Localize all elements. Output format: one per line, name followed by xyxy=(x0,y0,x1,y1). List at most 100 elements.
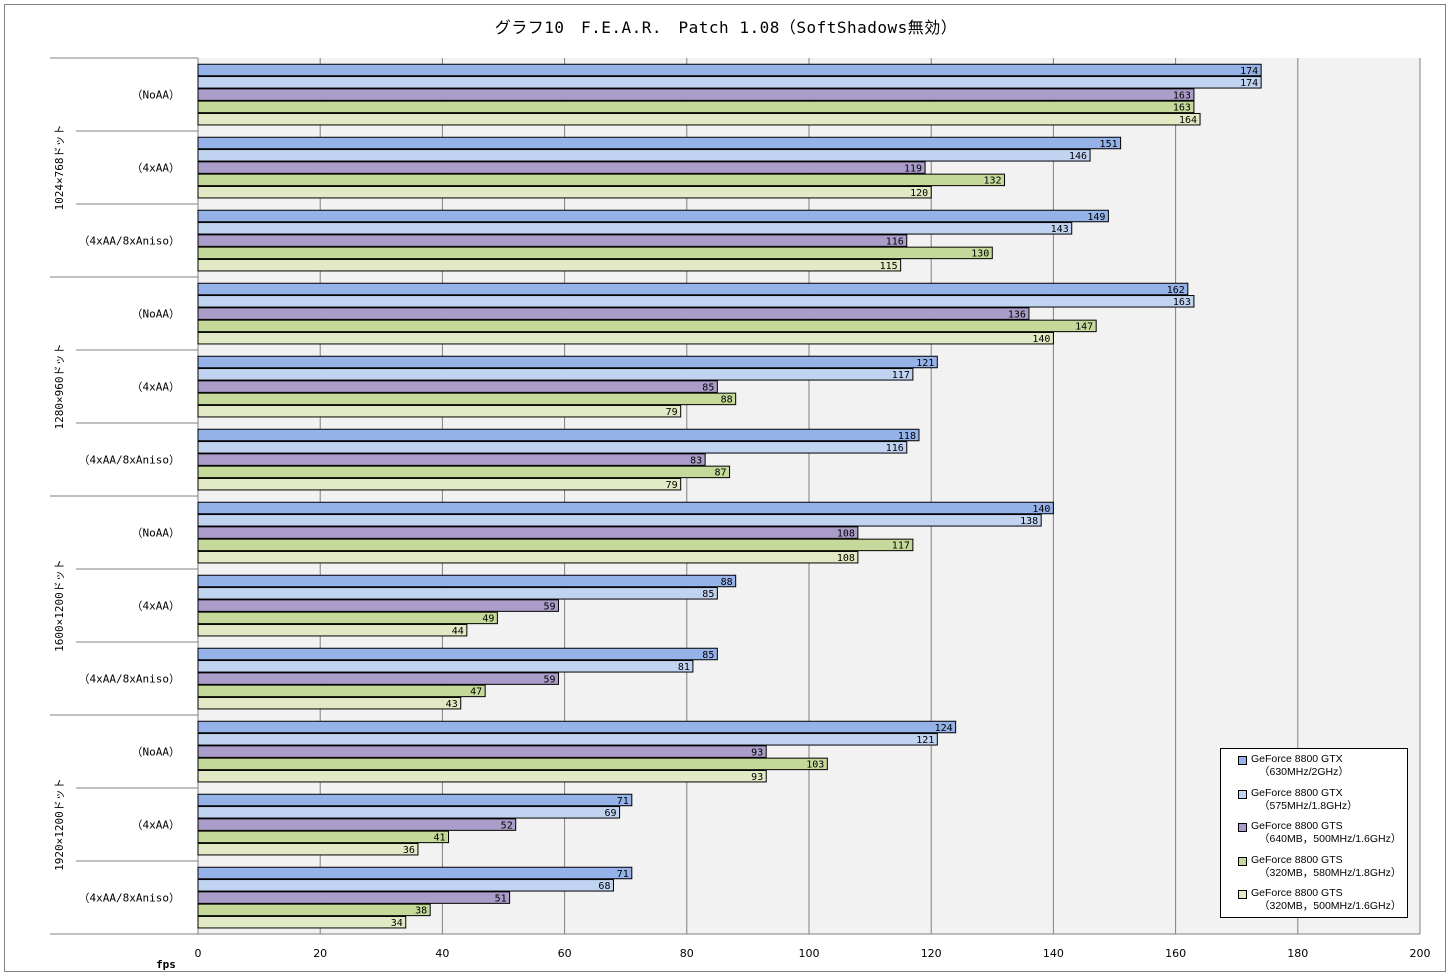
bar-value-label: 93 xyxy=(751,772,763,783)
legend-entry: GeForce 8800 GTS （320MB，500MHz/1.6GHz） xyxy=(1221,887,1407,921)
bar-value-label: 52 xyxy=(501,820,513,831)
bar-value-label: 140 xyxy=(1032,334,1050,345)
bar xyxy=(197,295,1195,308)
bar xyxy=(197,526,859,539)
bar-value-label: 120 xyxy=(910,188,928,199)
legend-series-name: GeForce 8800 GTX xyxy=(1251,786,1343,799)
bar xyxy=(197,282,1189,296)
legend-series-spec: （575MHz/1.8GHz） xyxy=(1259,799,1358,812)
bar-value-label: 85 xyxy=(702,589,714,600)
bar-value-label: 108 xyxy=(837,553,855,564)
bar xyxy=(197,757,828,771)
legend-series-spec: （630MHz/2GHz） xyxy=(1259,766,1349,778)
x-tick-label: 60 xyxy=(558,947,572,960)
bar xyxy=(197,745,767,758)
legend-series-name: GeForce 8800 GTS xyxy=(1251,887,1343,900)
bar xyxy=(197,550,859,564)
category-label: （4xAA） xyxy=(132,819,181,832)
bar xyxy=(197,587,718,600)
bar-value-label: 121 xyxy=(916,735,934,746)
group-label: 1024×768ドット xyxy=(53,125,66,211)
bar-value-label: 115 xyxy=(880,261,898,272)
bar-value-label: 36 xyxy=(403,845,415,856)
bar-value-label: 88 xyxy=(721,395,733,406)
bar-value-label: 140 xyxy=(1032,504,1050,515)
bar-value-label: 130 xyxy=(971,249,989,260)
x-tick-label: 0 xyxy=(195,947,202,960)
legend-swatch xyxy=(1238,823,1247,833)
bar-value-label: 151 xyxy=(1100,139,1118,150)
bar xyxy=(197,453,706,466)
bar xyxy=(197,806,621,819)
bar-value-label: 121 xyxy=(916,358,934,369)
bar-value-label: 124 xyxy=(935,723,953,734)
bar xyxy=(197,392,737,406)
x-tick-label: 20 xyxy=(313,947,327,960)
x-tick-label: 40 xyxy=(435,947,449,960)
group-label: 1920×1200ドット xyxy=(53,778,66,871)
legend-series-name: GeForce 8800 GTS xyxy=(1251,853,1343,866)
bar xyxy=(197,672,559,685)
legend-series-name: GeForce 8800 GTX xyxy=(1251,753,1343,765)
bar xyxy=(197,100,1195,114)
bar xyxy=(197,879,614,892)
legend-series-spec: （320MB，580MHz/1.8GHz） xyxy=(1259,866,1402,879)
bar-value-label: 69 xyxy=(605,808,617,819)
bar xyxy=(197,793,633,807)
bar-value-label: 85 xyxy=(702,382,714,393)
bar xyxy=(197,368,914,381)
bar-value-label: 79 xyxy=(666,480,678,491)
bar-value-label: 93 xyxy=(751,747,763,758)
legend: GeForce 8800 GTX （630MHz/2GHz） GeForce 880… xyxy=(1220,748,1408,918)
bar-value-label: 143 xyxy=(1051,224,1069,235)
bar xyxy=(197,647,718,661)
bar xyxy=(197,538,914,552)
bar xyxy=(197,501,1054,515)
bar xyxy=(197,319,1097,333)
legend-series-spec: （320MB，500MHz/1.6GHz） xyxy=(1259,900,1402,913)
bar xyxy=(197,307,1030,320)
x-tick-label: 80 xyxy=(680,947,694,960)
bar xyxy=(197,733,938,746)
bar-value-label: 116 xyxy=(886,443,904,454)
bar xyxy=(197,769,767,783)
bar-value-label: 174 xyxy=(1240,78,1258,89)
bar xyxy=(197,623,468,637)
bar xyxy=(197,161,926,174)
bar xyxy=(197,891,511,904)
bar-value-label: 164 xyxy=(1179,115,1197,126)
bar xyxy=(197,76,1262,89)
bar-value-label: 136 xyxy=(1008,309,1026,320)
bar xyxy=(197,818,517,831)
bar-value-label: 79 xyxy=(666,407,678,418)
legend-swatch xyxy=(1238,756,1247,765)
bar xyxy=(197,380,718,393)
bar-value-label: 59 xyxy=(543,674,555,685)
bar xyxy=(197,331,1054,345)
group-label: 1600×1200ドット xyxy=(53,559,66,652)
category-label: （4xAA/8xAniso） xyxy=(79,235,180,248)
category-label: （4xAA/8xAniso） xyxy=(79,892,180,905)
x-tick-label: 180 xyxy=(1287,947,1308,960)
category-label: （NoAA） xyxy=(132,89,181,102)
bar-value-label: 117 xyxy=(892,541,910,552)
bar-value-label: 162 xyxy=(1167,285,1185,296)
bar xyxy=(197,136,1122,150)
bar-value-label: 163 xyxy=(1173,103,1191,114)
category-label: （4xAA/8xAniso） xyxy=(79,673,180,686)
bar-value-label: 34 xyxy=(391,918,403,929)
category-label: （4xAA） xyxy=(132,600,181,613)
chart-title: グラフ10 F.E.A.R. Patch 1.08（SoftShadows無効） xyxy=(494,18,958,37)
bar xyxy=(197,112,1201,126)
bar xyxy=(197,149,1091,162)
bar xyxy=(197,611,498,625)
bar xyxy=(197,404,682,418)
bar-value-label: 51 xyxy=(495,893,507,904)
bar xyxy=(197,514,1042,527)
bar xyxy=(197,903,431,917)
bar-value-label: 146 xyxy=(1069,151,1087,162)
bar-value-label: 38 xyxy=(415,906,427,917)
bar xyxy=(197,185,932,199)
legend-entry: GeForce 8800 GTX （575MHz/1.8GHz） xyxy=(1221,787,1407,821)
